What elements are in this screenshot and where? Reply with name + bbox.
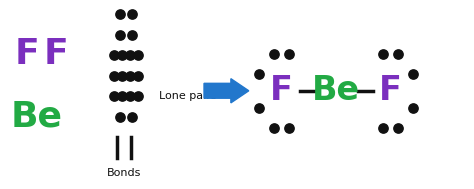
Point	[111, 54, 118, 57]
FancyArrow shape	[204, 79, 249, 103]
Point	[116, 115, 124, 118]
Text: F: F	[270, 74, 293, 107]
Point	[255, 106, 263, 109]
Point	[134, 95, 142, 98]
Point	[285, 126, 293, 129]
Point	[271, 52, 278, 55]
Point	[116, 33, 124, 36]
Point	[128, 13, 136, 16]
Point	[118, 74, 126, 77]
Point	[126, 74, 134, 77]
Point	[118, 54, 126, 57]
Text: Be: Be	[11, 100, 63, 134]
Point	[116, 13, 124, 16]
Point	[379, 52, 386, 55]
Point	[379, 126, 386, 129]
Text: F: F	[379, 74, 401, 107]
Point	[409, 106, 417, 109]
Point	[111, 95, 118, 98]
Point	[394, 52, 401, 55]
Point	[409, 73, 417, 76]
Point	[126, 54, 134, 57]
Point	[271, 126, 278, 129]
Point	[111, 74, 118, 77]
Text: F: F	[15, 36, 40, 70]
Text: Bonds: Bonds	[107, 168, 141, 178]
Point	[134, 74, 142, 77]
Point	[128, 33, 136, 36]
Point	[134, 54, 142, 57]
Text: Lone pairs: Lone pairs	[159, 91, 217, 101]
Point	[285, 52, 293, 55]
Point	[128, 115, 136, 118]
Text: Be: Be	[312, 74, 360, 107]
Point	[394, 126, 401, 129]
Point	[255, 73, 263, 76]
Point	[118, 95, 126, 98]
Point	[126, 95, 134, 98]
Text: F: F	[43, 36, 68, 70]
